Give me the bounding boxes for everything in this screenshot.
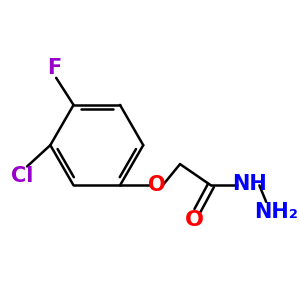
Text: O: O	[185, 210, 204, 230]
Text: NH: NH	[232, 174, 267, 194]
Text: NH₂: NH₂	[254, 202, 298, 221]
Text: F: F	[47, 58, 61, 78]
Text: O: O	[148, 176, 166, 195]
Text: Cl: Cl	[11, 166, 33, 186]
